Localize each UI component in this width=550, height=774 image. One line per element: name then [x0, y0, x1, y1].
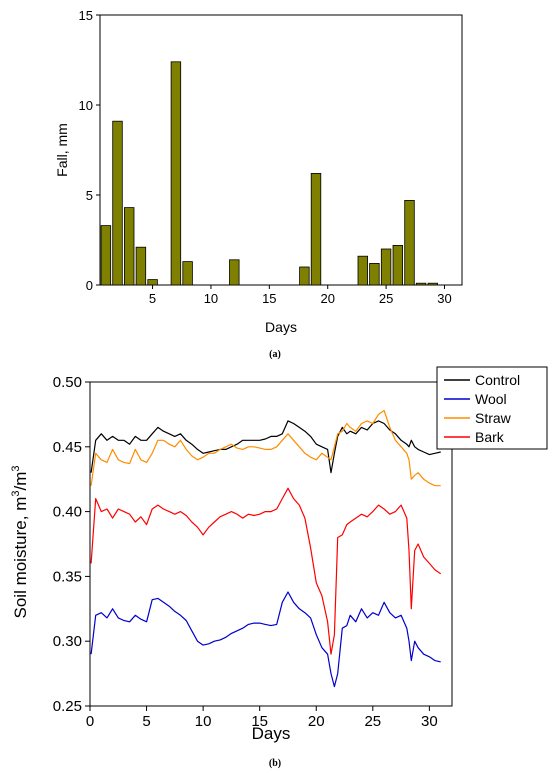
bar-day-5	[147, 279, 158, 286]
x-tick-label: 20	[320, 291, 334, 306]
bar-day-29	[427, 282, 439, 286]
y-tick-label: 5	[86, 188, 93, 203]
series-line-control	[90, 420, 441, 474]
legend-label-bark: Bark	[475, 429, 505, 445]
series-line-bark	[90, 487, 442, 655]
bar-day-7	[170, 61, 182, 286]
bar-day-3	[124, 207, 135, 286]
panel-b-caption: (b)	[269, 758, 281, 769]
panel-b-plot-frame	[89, 381, 453, 707]
panel-b-line-chart: 0 5 10 15 20 25 30 0.25 0.30 0.35 0.40 0.45 0.50 Da…	[10, 366, 548, 769]
bar-day-23	[357, 255, 369, 286]
y-tick-label: 0.25	[53, 698, 82, 715]
bar-day-12	[229, 259, 240, 286]
x-tick-label: 25	[379, 291, 393, 306]
x-tick-label: 15	[262, 291, 276, 306]
y-tick-label: 0	[86, 278, 93, 293]
x-tick-label: 10	[204, 291, 218, 306]
bar-day-19	[310, 172, 322, 286]
y-tick-label: 0.50	[53, 374, 82, 391]
y-tick-label: 10	[79, 98, 93, 113]
legend-label-wool: Wool	[475, 391, 507, 407]
y-tick-label: 0.40	[53, 504, 82, 521]
y-tick-label: 0.35	[53, 568, 82, 585]
legend-label-straw: Straw	[475, 410, 512, 426]
bar-day-26	[392, 244, 404, 286]
legend: Control Wool Straw Bark	[436, 366, 548, 450]
legend-label-control: Control	[475, 372, 520, 388]
x-tick-label: 10	[195, 713, 212, 730]
bar-day-1	[100, 225, 112, 286]
bar-day-4	[135, 246, 147, 286]
y-tick-label: 0.30	[53, 633, 82, 650]
panel-b-y-axis-label: Soil moisture, m3/m3	[10, 465, 30, 618]
x-tick-label: 20	[308, 713, 325, 730]
bar-day-2	[112, 120, 123, 286]
bar-day-24	[369, 262, 380, 286]
x-tick-label: 30	[421, 713, 438, 730]
x-tick-label: 5	[149, 291, 156, 306]
panel-a-y-axis-label: Fall, mm	[54, 123, 70, 177]
bar-day-28	[415, 282, 427, 286]
x-tick-label: 0	[86, 713, 94, 730]
bar-day-25	[380, 248, 392, 286]
x-tick-label: 30	[437, 291, 451, 306]
bar-day-8	[182, 261, 193, 286]
x-tick-label: 25	[364, 713, 381, 730]
panel-a-plot-frame	[99, 14, 463, 286]
bar-day-27	[404, 199, 415, 286]
panel-a-bar-chart: 5 10 15 20 25 30 0 5 10 15 Days Fall, mm (a)	[54, 8, 463, 360]
bar-day-18	[299, 266, 310, 286]
panel-a-x-axis-label: Days	[265, 319, 297, 335]
y-tick-label: 0.45	[53, 439, 82, 456]
y-tick-label: 15	[79, 8, 93, 23]
x-tick-label: 5	[142, 713, 150, 730]
series-line-wool	[90, 591, 441, 688]
panel-b-x-axis-label: Days	[252, 724, 291, 743]
series-line-straw	[90, 409, 441, 487]
x-tick-label: 15	[251, 713, 268, 730]
panel-a-caption: (a)	[269, 349, 281, 360]
